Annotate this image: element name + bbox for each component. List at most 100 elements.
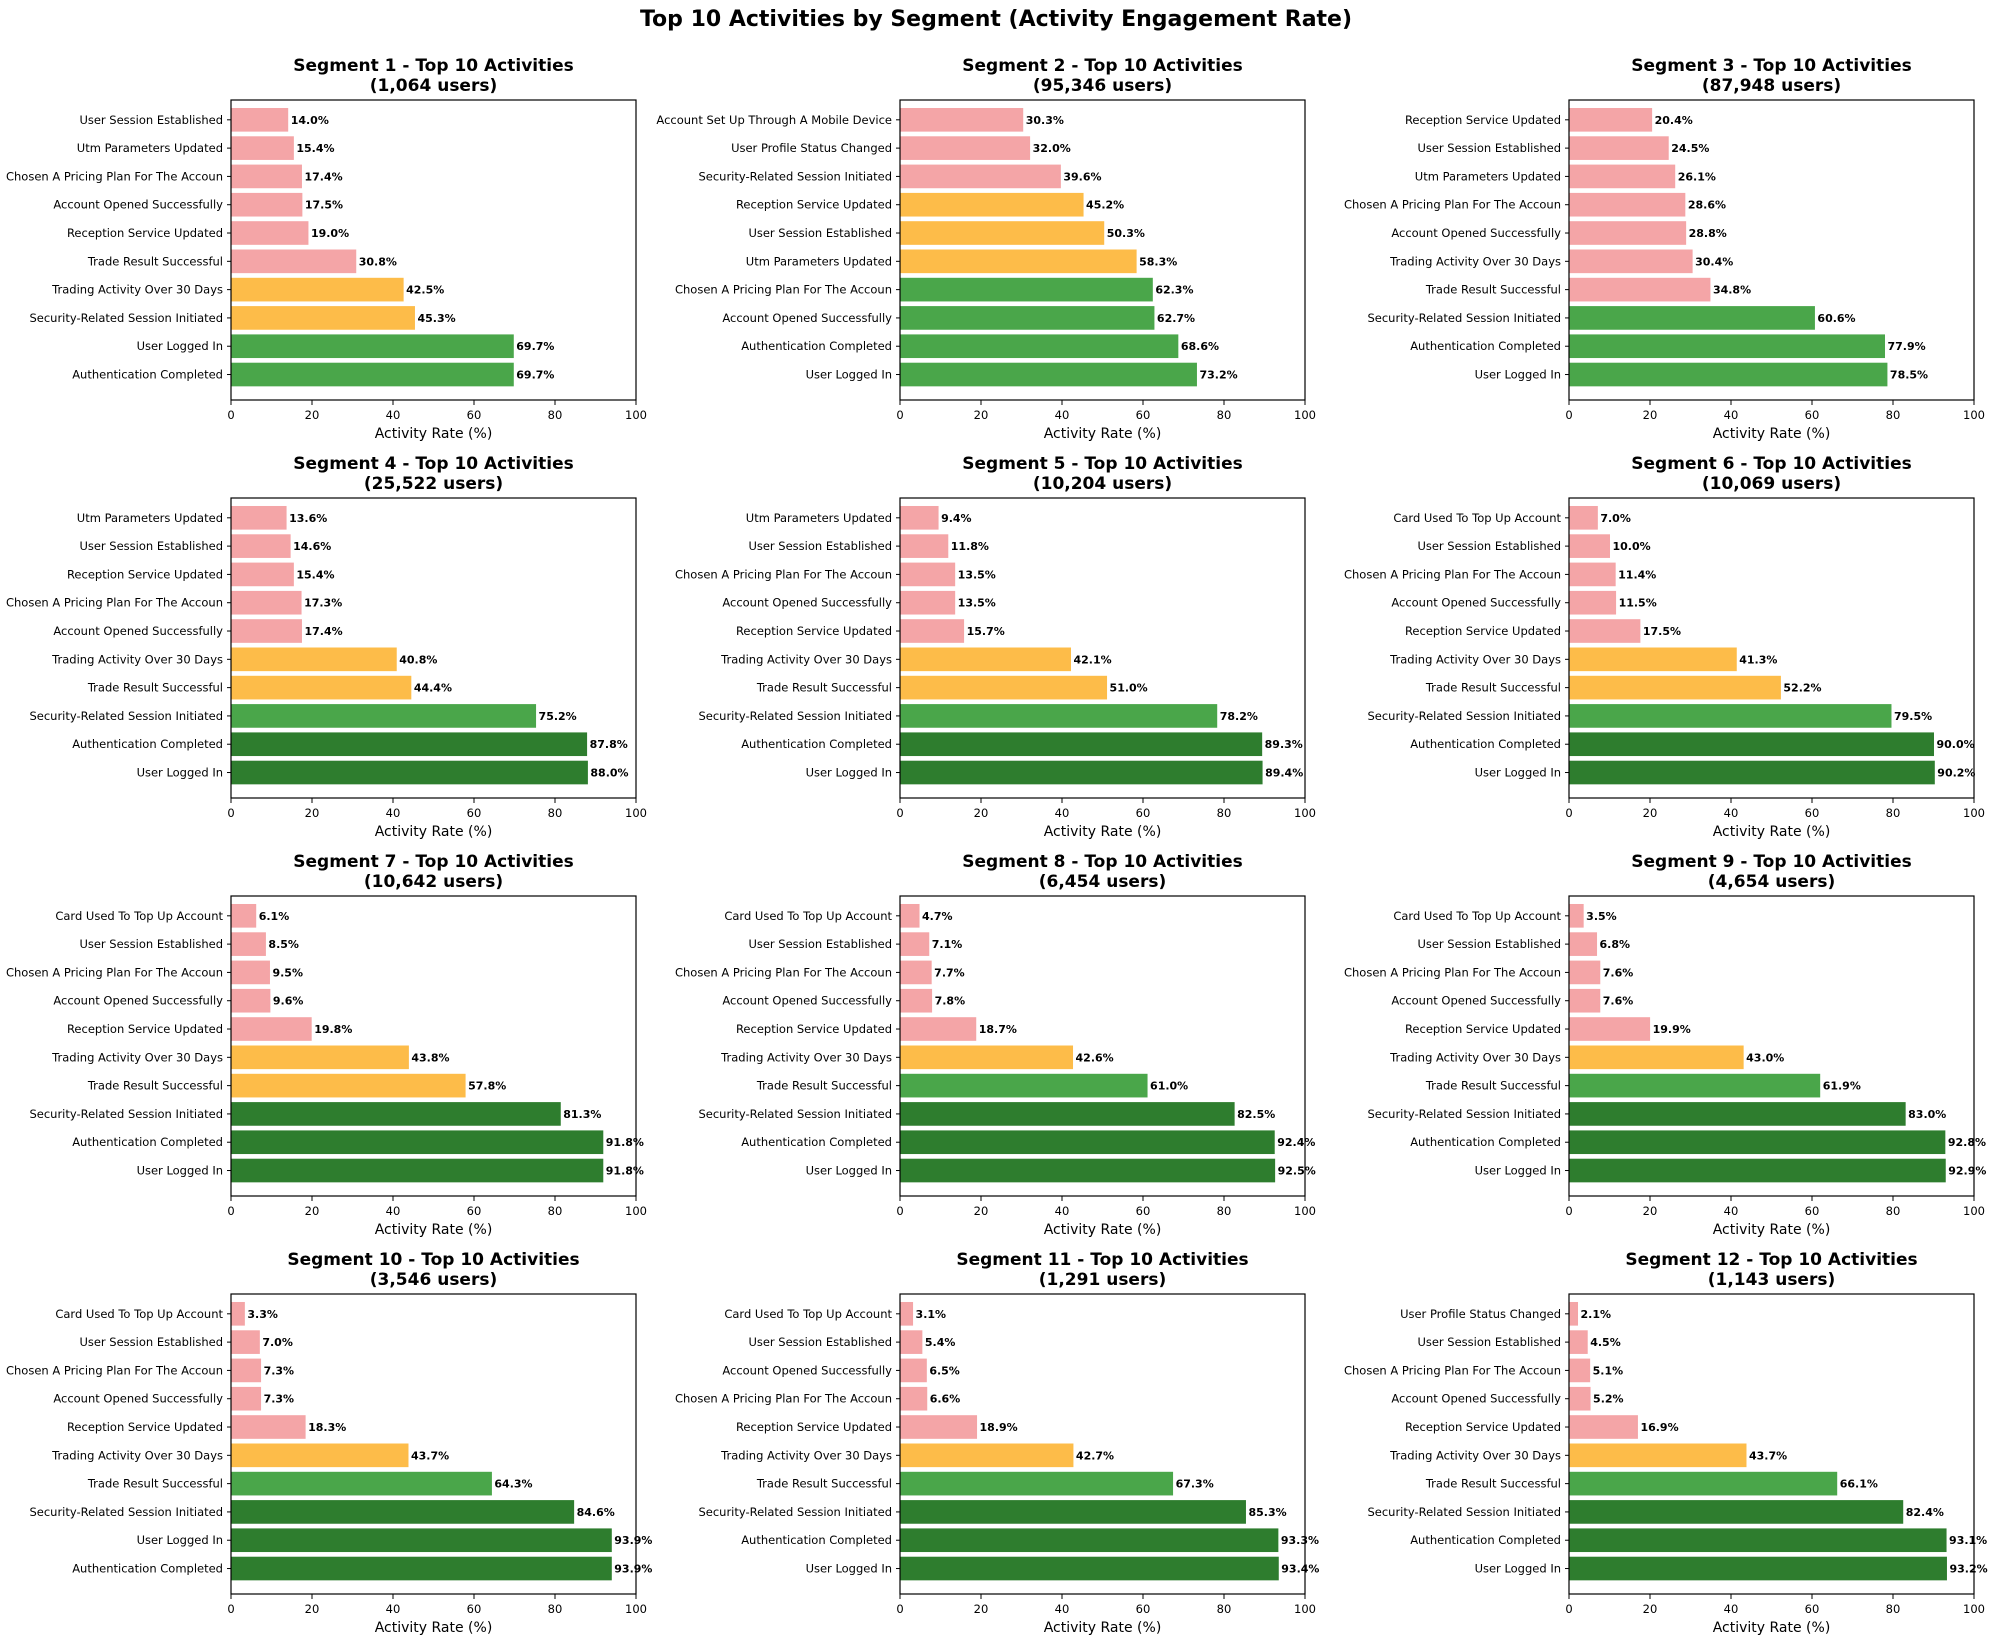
- bar[interactable]: [899, 1102, 1235, 1126]
- bar[interactable]: [230, 334, 514, 359]
- bar[interactable]: [899, 1130, 1275, 1155]
- bar[interactable]: [899, 534, 949, 558]
- bar[interactable]: [899, 704, 1218, 728]
- bar[interactable]: [1568, 1415, 1638, 1439]
- bar[interactable]: [230, 1301, 245, 1326]
- bar[interactable]: [1568, 960, 1601, 985]
- bar[interactable]: [230, 1017, 312, 1041]
- bar[interactable]: [899, 1158, 1276, 1183]
- bar[interactable]: [1568, 903, 1584, 928]
- bar[interactable]: [230, 1073, 466, 1098]
- bar[interactable]: [1568, 932, 1598, 956]
- bar[interactable]: [899, 1415, 978, 1439]
- bar[interactable]: [230, 1471, 492, 1496]
- bar[interactable]: [899, 1471, 1174, 1496]
- bar[interactable]: [899, 221, 1105, 245]
- bar[interactable]: [230, 1130, 604, 1155]
- bar[interactable]: [899, 1045, 1074, 1070]
- bar[interactable]: [899, 192, 1084, 217]
- bar[interactable]: [1568, 505, 1598, 530]
- bar[interactable]: [1568, 619, 1641, 643]
- bar[interactable]: [1568, 1358, 1591, 1383]
- bar[interactable]: [230, 1443, 409, 1468]
- bar[interactable]: [899, 675, 1108, 700]
- bar[interactable]: [1568, 590, 1617, 615]
- bar[interactable]: [899, 619, 965, 643]
- bar[interactable]: [1568, 107, 1653, 132]
- bar[interactable]: [230, 505, 287, 530]
- bar[interactable]: [230, 988, 271, 1013]
- bar[interactable]: [230, 362, 514, 387]
- bar[interactable]: [230, 1045, 409, 1070]
- bar[interactable]: [230, 960, 270, 985]
- bar[interactable]: [899, 760, 1263, 785]
- bar[interactable]: [1568, 732, 1934, 757]
- bar[interactable]: [899, 505, 939, 530]
- bar[interactable]: [1568, 1045, 1744, 1070]
- bar[interactable]: [230, 1102, 561, 1126]
- bar[interactable]: [899, 1358, 927, 1383]
- bar[interactable]: [230, 192, 303, 217]
- bar[interactable]: [230, 277, 404, 302]
- bar[interactable]: [1568, 1017, 1651, 1041]
- bar[interactable]: [230, 1500, 575, 1524]
- bar[interactable]: [1568, 1301, 1579, 1326]
- bar[interactable]: [230, 136, 294, 160]
- bar[interactable]: [1568, 1471, 1838, 1496]
- bar[interactable]: [230, 903, 257, 928]
- bar[interactable]: [899, 1528, 1279, 1553]
- bar[interactable]: [230, 1528, 612, 1553]
- bar[interactable]: [899, 988, 933, 1013]
- bar[interactable]: [1568, 221, 1687, 245]
- bar[interactable]: [899, 334, 1179, 359]
- bar[interactable]: [230, 704, 537, 728]
- bar[interactable]: [230, 1358, 262, 1383]
- bar[interactable]: [899, 306, 1155, 330]
- bar[interactable]: [1568, 192, 1686, 217]
- bar[interactable]: [230, 619, 302, 643]
- bar[interactable]: [230, 675, 412, 700]
- bar[interactable]: [899, 562, 956, 587]
- bar[interactable]: [899, 1301, 914, 1326]
- bar[interactable]: [1568, 362, 1888, 387]
- bar[interactable]: [1568, 1073, 1821, 1098]
- bar[interactable]: [230, 164, 302, 189]
- bar[interactable]: [899, 903, 920, 928]
- bar[interactable]: [1568, 647, 1737, 672]
- bar[interactable]: [899, 249, 1137, 274]
- bar[interactable]: [1568, 704, 1892, 728]
- bar[interactable]: [899, 1330, 923, 1354]
- bar[interactable]: [230, 221, 309, 245]
- bar[interactable]: [1568, 760, 1935, 785]
- bar[interactable]: [1568, 1102, 1906, 1126]
- bar[interactable]: [899, 960, 932, 985]
- bar[interactable]: [899, 1073, 1148, 1098]
- bar[interactable]: [899, 732, 1263, 757]
- bar[interactable]: [899, 1017, 977, 1041]
- bar[interactable]: [1568, 1528, 1947, 1553]
- bar[interactable]: [1568, 1386, 1591, 1411]
- bar[interactable]: [1568, 1500, 1904, 1524]
- bar[interactable]: [230, 1415, 306, 1439]
- bar[interactable]: [1568, 562, 1616, 587]
- bar[interactable]: [1568, 164, 1676, 189]
- bar[interactable]: [899, 1443, 1074, 1468]
- bar[interactable]: [1568, 534, 1610, 558]
- bar[interactable]: [1568, 334, 1885, 359]
- bar[interactable]: [230, 932, 266, 956]
- bar[interactable]: [1568, 306, 1815, 330]
- bar[interactable]: [899, 1386, 928, 1411]
- bar[interactable]: [230, 590, 302, 615]
- bar[interactable]: [899, 136, 1031, 160]
- bar[interactable]: [230, 306, 415, 330]
- bar[interactable]: [1568, 1443, 1747, 1468]
- bar[interactable]: [899, 1500, 1246, 1524]
- bar[interactable]: [899, 647, 1072, 672]
- bar[interactable]: [230, 562, 294, 587]
- bar[interactable]: [230, 732, 588, 757]
- bar[interactable]: [230, 107, 289, 132]
- bar[interactable]: [1568, 1130, 1946, 1155]
- bar[interactable]: [230, 249, 357, 274]
- bar[interactable]: [899, 590, 956, 615]
- bar[interactable]: [899, 164, 1061, 189]
